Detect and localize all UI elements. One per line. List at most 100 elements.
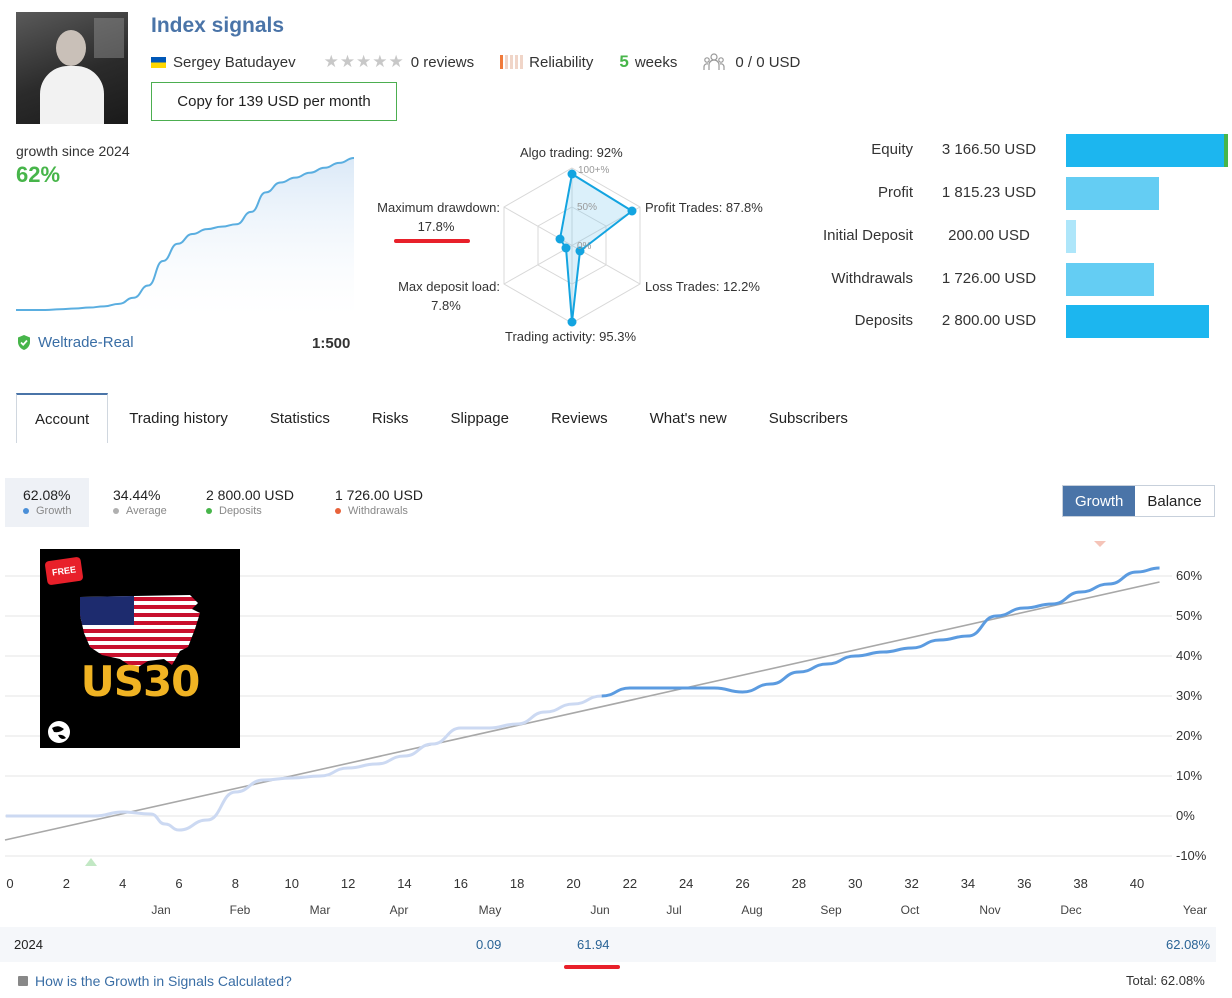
stat-label: Average (126, 505, 167, 517)
legend-dot-icon (113, 508, 119, 514)
may-return[interactable]: 0.09 (476, 937, 502, 952)
stat-label: Growth (36, 505, 72, 517)
x-tick-label: 2 (62, 876, 70, 891)
stat-average[interactable]: 34.44% Average (95, 478, 185, 527)
radar-point-algo (567, 169, 577, 179)
copy-signal-button[interactable]: Copy for 139 USD per month (151, 82, 397, 121)
subscribers-funds: 0 / 0 USD (735, 53, 801, 71)
finance-bar-deposits (1066, 305, 1209, 338)
y-tick-label: 40% (1176, 648, 1203, 663)
drawdown-red-underline (394, 239, 470, 243)
stat-deposits[interactable]: 2 800.00 USD Deposits (188, 478, 312, 527)
stat-value: 34.44% (113, 487, 161, 503)
y-tick-label: 10% (1176, 768, 1203, 783)
growth-calculation-link[interactable]: How is the Growth in Signals Calculated? (18, 973, 292, 989)
finance-value-deposits: 2 800.00 USD (941, 312, 1037, 329)
x-tick-label: 18 (509, 876, 525, 891)
author-avatar[interactable] (16, 12, 128, 124)
stat-growth[interactable]: 62.08% Growth (5, 478, 90, 527)
x-tick-label: 6 (175, 876, 183, 891)
rating-stars-icon: ★★★★★ (323, 52, 405, 71)
jun-return[interactable]: 61.94 (577, 937, 610, 952)
year-returns-row: 2024 0.09 61.94 62.08% (0, 927, 1216, 969)
year-total-return[interactable]: 62.08% (1166, 937, 1211, 952)
balance-toggle-button[interactable]: Balance (1135, 486, 1214, 516)
month-label: Jun (590, 903, 610, 917)
month-label: Jan (151, 903, 171, 917)
broker-name[interactable]: Weltrade-Real (38, 334, 134, 351)
stat-value: 1 726.00 USD (335, 487, 423, 503)
tab-slippage[interactable]: Slippage (450, 410, 509, 427)
finance-label-equity: Equity (871, 141, 913, 158)
growth-mini-chart (16, 157, 354, 316)
radar-point-profit (627, 206, 637, 216)
tab-trading-history[interactable]: Trading history (129, 410, 228, 427)
chart-mode-toggle: Growth Balance (1062, 485, 1215, 517)
y-tick-label: -10% (1176, 848, 1207, 863)
max-deposit-load-label: Max deposit load: (398, 279, 500, 294)
total-return: Total: 62.08% (1126, 973, 1205, 988)
deposit-marker-icon (85, 858, 97, 866)
finance-value-withdrawals: 1 726.00 USD (941, 270, 1037, 287)
y-tick-label: 0% (1176, 808, 1195, 823)
weeks-count: 5 (619, 52, 629, 71)
finance-bar-initial-deposit (1066, 220, 1076, 253)
month-label: Oct (900, 903, 920, 917)
year-label: 2024 (14, 937, 43, 952)
tab-account[interactable]: Account (16, 393, 109, 443)
stat-value: 62.08% (23, 487, 71, 503)
broker-link[interactable]: Weltrade-Real (16, 334, 134, 351)
stat-value: 2 800.00 USD (206, 487, 294, 503)
x-tick-label: 40 (1129, 876, 1145, 891)
x-tick-label: 28 (791, 876, 807, 891)
month-label: Aug (741, 903, 763, 917)
ring-0-label: 0% (577, 241, 592, 252)
radar-chart: 100+% 50% 0% Algo trading: 92% Profit Tr… (350, 138, 810, 350)
growth-line (601, 566, 1160, 698)
profit-trades-label: Profit Trades: 87.8% (645, 200, 763, 215)
average-trend-line (4, 581, 1160, 841)
radar-point-activity (567, 317, 577, 327)
tab-risks[interactable]: Risks (371, 410, 409, 427)
author-link[interactable]: Sergey Batudayev (173, 53, 296, 71)
x-tick-label: 38 (1073, 876, 1088, 891)
growth-toggle-button[interactable]: Growth (1063, 486, 1136, 516)
x-tick-label: 0 (6, 876, 14, 891)
finance-label-deposits: Deposits (854, 312, 913, 329)
tab-subscribers[interactable]: Subscribers (768, 410, 848, 427)
signal-tabs: Account Trading history Statistics Risks Sli… (16, 393, 1216, 443)
x-tick-label: 36 (1017, 876, 1032, 891)
x-tick-label: 8 (231, 876, 239, 891)
weeks-label: weeks (634, 53, 678, 71)
radar-point-loss (575, 246, 585, 256)
x-tick-label: 24 (678, 876, 694, 891)
x-tick-label: 4 (119, 876, 127, 891)
x-tick-label: 30 (848, 876, 863, 891)
month-label: Jul (666, 903, 682, 917)
growth-calculation-text[interactable]: How is the Growth in Signals Calculated? (35, 973, 292, 989)
x-tick-label: 34 (960, 876, 976, 891)
reviews-count[interactable]: 0 reviews (410, 53, 475, 71)
ring-100-label: 100+% (578, 165, 610, 176)
trading-activity-label: Trading activity: 95.3% (505, 329, 637, 344)
stat-withdrawals[interactable]: 1 726.00 USD Withdrawals (317, 478, 441, 527)
tab-reviews[interactable]: Reviews (550, 410, 608, 427)
ukraine-flag-icon (151, 56, 166, 68)
tab-statistics[interactable]: Statistics (269, 410, 330, 427)
us30-promo-image[interactable]: FREE US30 (40, 549, 240, 748)
us-flag-map-icon (80, 595, 200, 669)
mini-chart-area (16, 158, 354, 316)
legend-dot-icon (23, 508, 29, 514)
max-drawdown-value: 17.8% (417, 219, 455, 234)
jun-red-underline (564, 965, 620, 969)
x-tick-label: 16 (453, 876, 469, 891)
x-tick-label: 20 (566, 876, 581, 891)
y-tick-label: 50% (1176, 608, 1203, 623)
radar-point-drawdown (555, 234, 565, 244)
growth-since-label: growth since 2024 (16, 143, 130, 159)
tab-what-s-new[interactable]: What's new (649, 410, 727, 427)
x-tick-label: 22 (622, 876, 638, 891)
finance-bar-equity (1066, 134, 1228, 167)
stat-legend: Average (113, 505, 167, 517)
month-label: May (478, 903, 502, 917)
